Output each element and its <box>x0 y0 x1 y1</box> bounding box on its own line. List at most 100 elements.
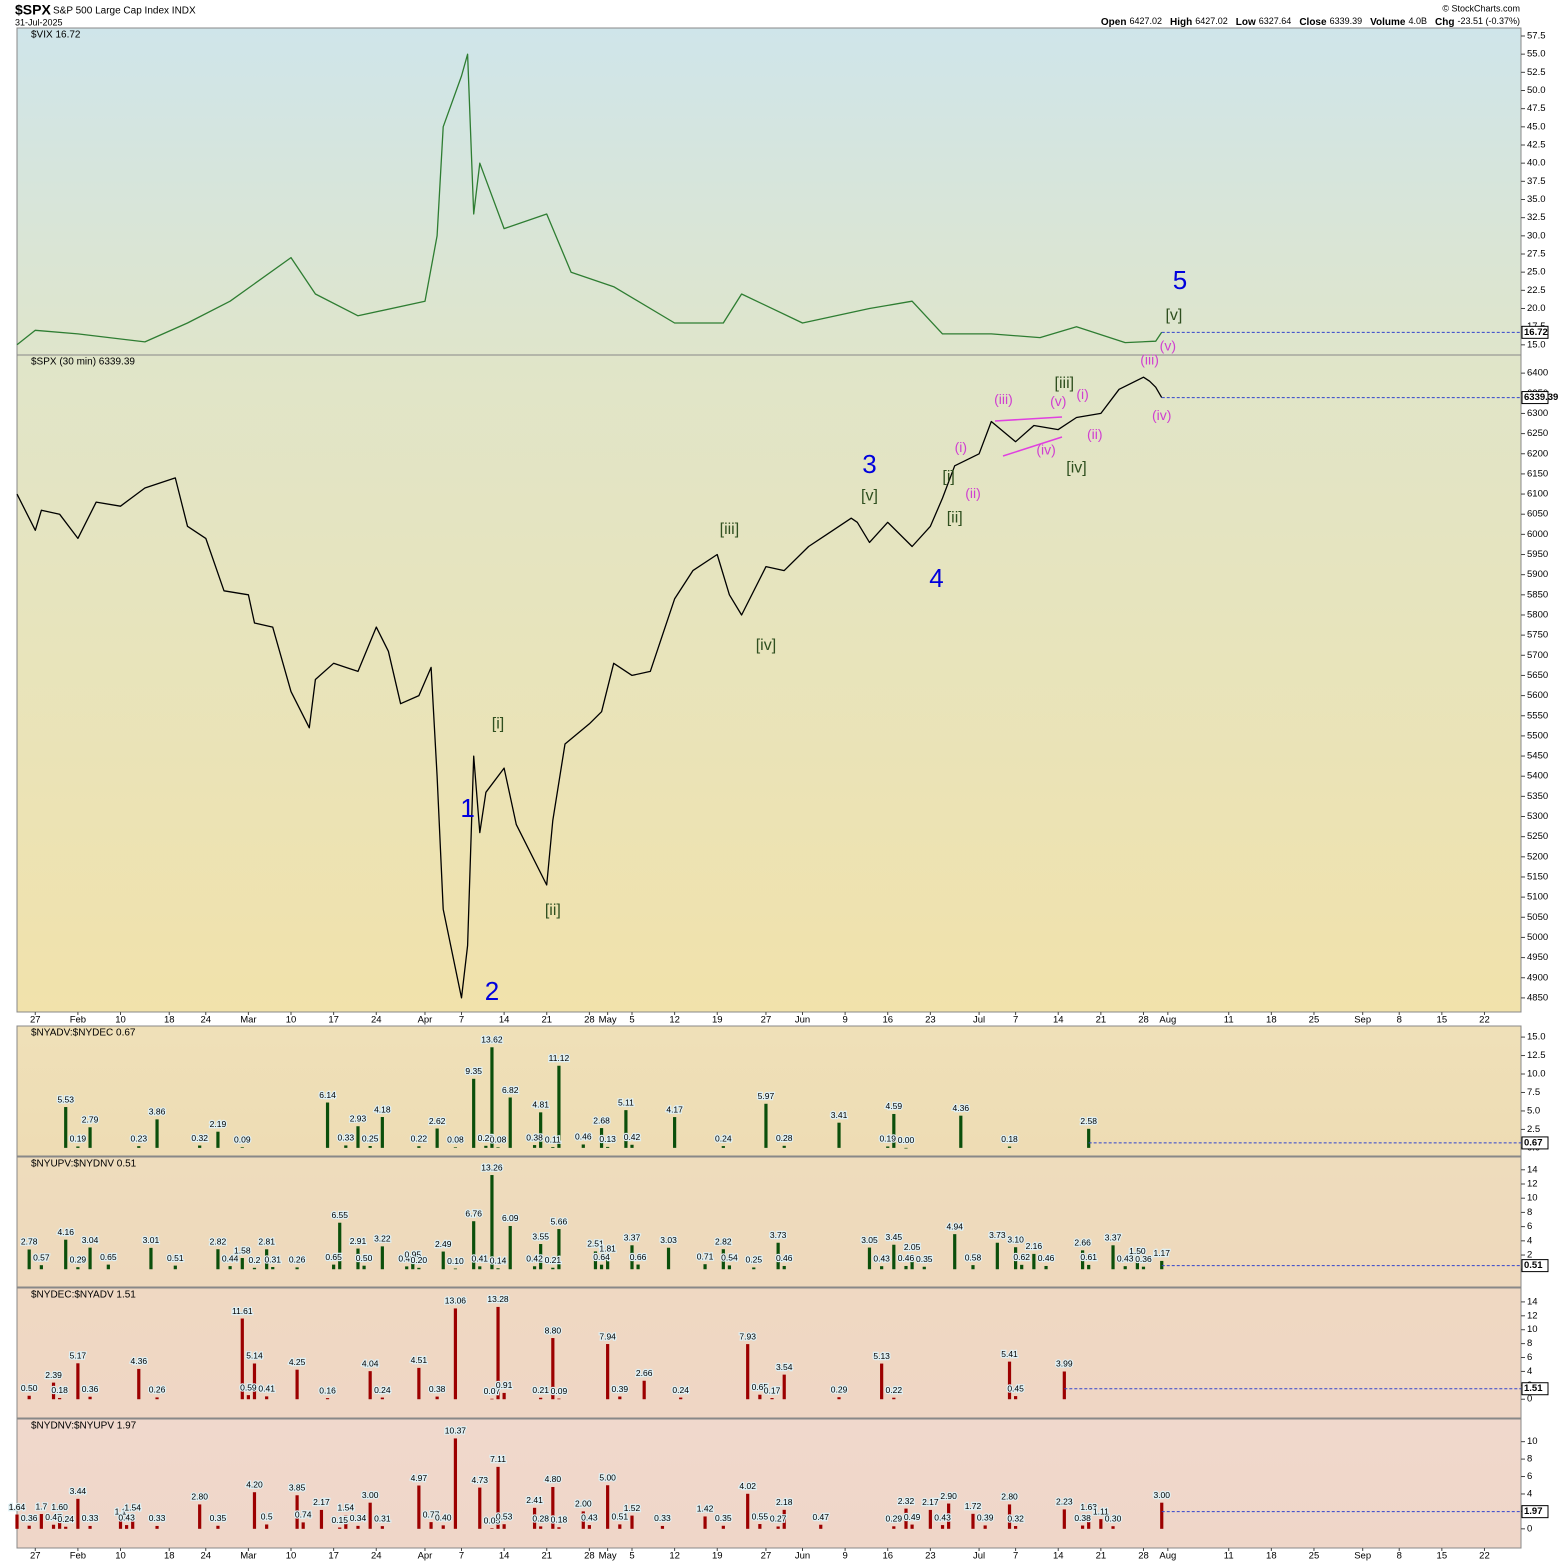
bar-label: 4.17 <box>666 1104 683 1114</box>
bar <box>106 1264 110 1270</box>
bar <box>1007 1504 1012 1529</box>
bar <box>332 1264 336 1270</box>
bar-label: 3.22 <box>374 1234 391 1244</box>
last-value-box <box>1521 391 1549 405</box>
bar <box>125 1525 129 1529</box>
bar <box>886 1146 890 1148</box>
bar-label: 2.93 <box>350 1113 367 1123</box>
bar <box>435 1396 439 1400</box>
bar <box>453 1268 458 1270</box>
bar-label: 0.21 <box>532 1385 549 1395</box>
bar <box>1111 1245 1115 1270</box>
wave-label: (v) <box>1160 338 1176 354</box>
bar <box>618 1524 622 1529</box>
bar-label: 7.94 <box>599 1331 616 1341</box>
bar <box>953 1234 957 1270</box>
bar-label: 2.68 <box>593 1115 610 1125</box>
bar <box>76 1363 80 1400</box>
y-tick-label: 4850 <box>1527 992 1548 1003</box>
bar <box>666 1247 671 1270</box>
bar <box>1123 1266 1127 1270</box>
bar-label: 0.24 <box>672 1385 689 1395</box>
bar-label: 2.82 <box>210 1236 227 1246</box>
x-tick-label: 18 <box>1266 1551 1277 1562</box>
bar-label: 0.26 <box>149 1385 166 1395</box>
x-tick-label: 12 <box>669 1551 680 1562</box>
bar-label: 3.73 <box>770 1230 787 1240</box>
bar-label: 2.19 <box>210 1119 227 1129</box>
x-tick-label: 28 <box>1138 1551 1149 1562</box>
bar-label: 0.11 <box>545 1134 561 1144</box>
bar <box>380 1246 384 1270</box>
bar <box>776 1242 780 1270</box>
quote-label: High <box>1170 17 1192 28</box>
bar <box>581 1511 585 1529</box>
bar <box>892 1113 896 1148</box>
bar-label: 3.99 <box>1056 1359 1073 1369</box>
bar-label: 0.39 <box>612 1384 629 1394</box>
y-tick-label: 4 <box>1527 1235 1532 1246</box>
x-tick-label: 14 <box>499 1015 510 1026</box>
wave-label: 5 <box>1173 265 1187 295</box>
bar-label: 9.35 <box>465 1066 482 1076</box>
bar <box>368 1146 372 1148</box>
x-tick-label: 10 <box>286 1551 297 1562</box>
bar-label: 5.97 <box>758 1091 775 1101</box>
x-tick-label: 7 <box>1013 1015 1018 1026</box>
x-tick-label: Feb <box>70 1015 86 1026</box>
bar-label: 0.33 <box>82 1513 99 1523</box>
bar <box>295 1495 299 1529</box>
y-tick-label: 6400 <box>1527 368 1548 379</box>
x-tick-label: 27 <box>761 1015 772 1026</box>
y-tick-label: 6 <box>1527 1352 1532 1363</box>
bar-label: 0.91 <box>496 1380 513 1390</box>
date: 31-Jul-2025 <box>15 17 63 27</box>
y-tick-label: 5150 <box>1527 871 1548 882</box>
bar-label: 2.81 <box>258 1237 275 1247</box>
bar-label: 0.41 <box>471 1254 488 1264</box>
bar-label: 2.16 <box>1026 1241 1043 1251</box>
bar-label: 0.23 <box>131 1133 148 1143</box>
bar <box>453 1438 458 1529</box>
x-tick-label: 12 <box>669 1015 680 1026</box>
bar <box>947 1503 951 1529</box>
x-tick-label: 15 <box>1437 1015 1448 1026</box>
bar-label: 2.91 <box>350 1236 367 1246</box>
bar-label: 0.10 <box>447 1256 464 1266</box>
bar-label: 0.00 <box>898 1135 915 1145</box>
bar-label: 0.15 <box>331 1515 348 1525</box>
quote-label: Chg <box>1435 17 1454 28</box>
bar-label: 7.11 <box>490 1454 506 1464</box>
bar-label: 3.37 <box>624 1233 641 1243</box>
y-tick-label: 5650 <box>1527 670 1548 681</box>
x-tick-label: May <box>599 1015 617 1026</box>
bar-label: 0.24 <box>715 1133 732 1143</box>
y-tick-label: 5750 <box>1527 630 1548 641</box>
x-tick-label: 8 <box>1397 1015 1402 1026</box>
panel-background <box>16 354 1522 1013</box>
quote-value: 6339.39 <box>1330 16 1363 26</box>
bar-label: 2.66 <box>636 1368 653 1378</box>
bar-label: 0.27 <box>770 1514 787 1524</box>
x-tick-label: 17 <box>328 1551 339 1562</box>
bar-label: 2.79 <box>82 1115 99 1125</box>
x-tick-label: 7 <box>1013 1551 1018 1562</box>
x-tick-label: 10 <box>286 1015 297 1026</box>
bar-label: 0.43 <box>934 1512 951 1522</box>
bar <box>240 1318 244 1400</box>
x-tick-label: 14 <box>1053 1015 1064 1026</box>
y-tick-label: 2 <box>1527 1250 1532 1261</box>
bar <box>1087 1264 1091 1270</box>
bar <box>1007 1146 1012 1148</box>
bar <box>532 1266 537 1270</box>
bar <box>539 1397 543 1400</box>
bar <box>325 1398 330 1400</box>
bar <box>27 1395 31 1400</box>
panel-background <box>16 27 1522 356</box>
wave-label: [ii] <box>545 902 561 919</box>
quote-label: Low <box>1236 17 1256 28</box>
bar <box>155 1119 159 1148</box>
x-tick-label: 8 <box>1397 1551 1402 1562</box>
bar-label: 0.36 <box>1135 1254 1152 1264</box>
bar <box>417 1267 421 1270</box>
